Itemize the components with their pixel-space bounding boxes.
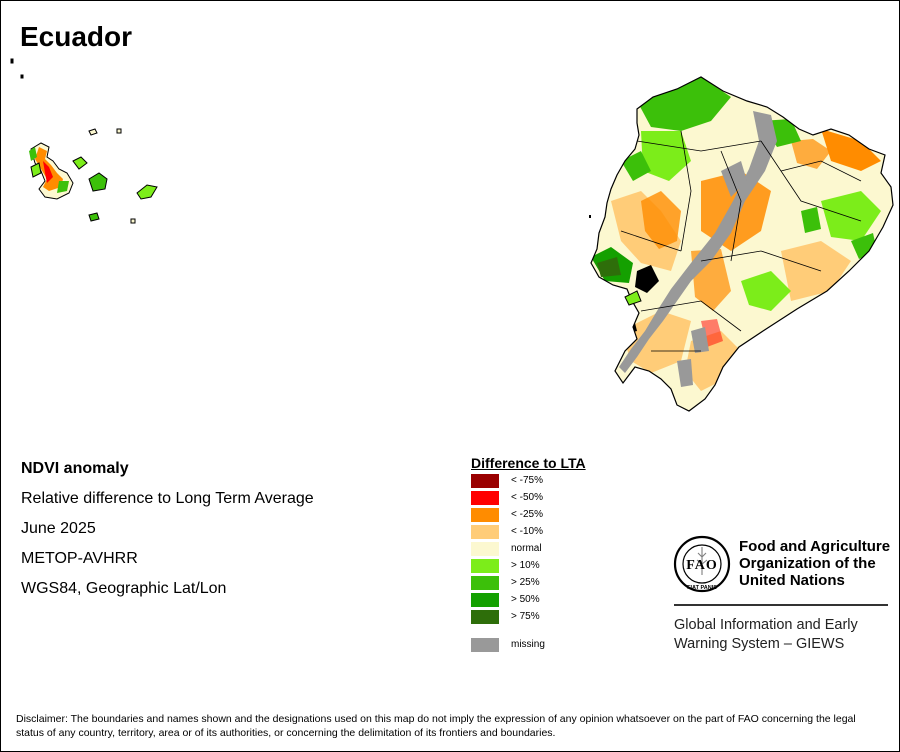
legend-label: < -50% bbox=[511, 492, 543, 503]
giews-name: Global Information and Early Warning Sys… bbox=[674, 616, 894, 654]
ndvi-anomaly-map bbox=[10, 58, 894, 412]
legend-label: < -75% bbox=[511, 475, 543, 486]
legend-label: < -25% bbox=[511, 509, 543, 520]
giews-name-line: Global Information and Early bbox=[674, 617, 858, 633]
product-projection: WGS84, Geographic Lat/Lon bbox=[21, 580, 227, 597]
map-title: Ecuador bbox=[20, 21, 133, 52]
island-fernandina bbox=[30, 162, 42, 178]
island-san-cristobal bbox=[136, 184, 158, 200]
organization-name-line: Food and Agriculture bbox=[739, 538, 891, 555]
legend-swatch bbox=[471, 593, 499, 607]
galapagos-islands bbox=[10, 58, 158, 224]
legend-label: > 10% bbox=[511, 560, 540, 571]
island-santa-cruz bbox=[88, 172, 108, 192]
product-description: Relative difference to Long Term Average bbox=[21, 490, 314, 507]
organization-name: Food and Agriculture Organization of the… bbox=[739, 538, 899, 589]
giews-name-line: Warning System – GIEWS bbox=[674, 636, 845, 652]
organization-name-line: United Nations bbox=[739, 572, 845, 589]
legend-title: Difference to LTA bbox=[471, 455, 586, 471]
legend-swatch bbox=[471, 542, 499, 556]
product-name: NDVI anomaly bbox=[21, 460, 129, 477]
legend-label: missing bbox=[511, 639, 545, 650]
legend-label: normal bbox=[511, 543, 542, 554]
legend-label: > 50% bbox=[511, 594, 540, 605]
legend-swatch bbox=[471, 638, 499, 652]
island-santiago bbox=[72, 156, 88, 170]
fao-logo-motto: FIAT PANIS bbox=[687, 585, 717, 591]
legend-swatch bbox=[471, 508, 499, 522]
product-date: June 2025 bbox=[21, 520, 96, 537]
legend-swatch bbox=[471, 491, 499, 505]
product-sensor: METOP-AVHRR bbox=[21, 550, 138, 567]
legend-swatch bbox=[471, 474, 499, 488]
legend-label: > 25% bbox=[511, 577, 540, 588]
legend-label: < -10% bbox=[511, 526, 543, 537]
fao-logo-icon: FAO FIAT PANIS bbox=[673, 535, 731, 593]
legend-swatch bbox=[471, 610, 499, 624]
organization-divider bbox=[674, 604, 888, 606]
organization-name-line: Organization of the bbox=[739, 555, 876, 572]
legend-label: > 75% bbox=[511, 611, 540, 622]
legend-swatch bbox=[471, 576, 499, 590]
legend-swatch bbox=[471, 525, 499, 539]
island-floreana bbox=[88, 212, 100, 222]
disclaimer: Disclaimer: The boundaries and names sho… bbox=[16, 713, 856, 739]
legend-swatch bbox=[471, 559, 499, 573]
mainland-ecuador bbox=[589, 76, 894, 412]
